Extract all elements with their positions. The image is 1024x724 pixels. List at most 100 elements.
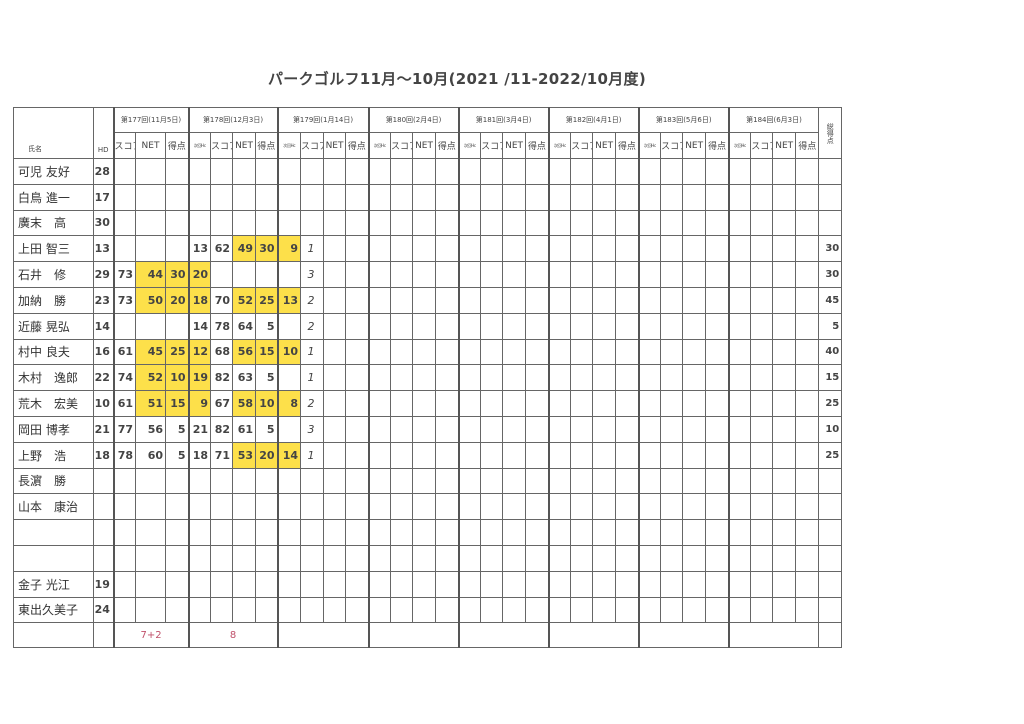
score-cell [367,493,392,521]
score-cell [232,596,257,624]
round-header: 第180回(2月4日) [367,107,460,133]
column-header: スコア [750,132,774,159]
score-cell [772,519,797,546]
score-cell [412,441,437,469]
score-cell [135,467,166,495]
score-cell: 30 [164,261,190,288]
score-cell [727,235,752,263]
score-cell: 78 [112,441,136,469]
score-cell [345,519,370,546]
score-cell [112,493,136,521]
score-cell [727,338,752,366]
score-cell [187,158,212,185]
score-cell [412,415,437,443]
total-points: 5 [818,312,843,340]
total-points [818,493,843,521]
score-cell [390,467,414,495]
score-cell: 21 [187,415,212,443]
column-header: NET [232,132,257,159]
score-table: 氏名 HD 第177回(11月5日) 第178回(12月3日) 第179回(1月14… [13,107,843,649]
score-cell [795,158,820,185]
score-cell: 14 [187,312,212,340]
score-cell [525,312,550,340]
score-cell [323,158,347,185]
score-cell [255,596,279,624]
score-cell: 5 [255,364,279,392]
score-cell [502,364,527,392]
score-cell [727,415,752,443]
score-cell [682,312,707,340]
score-cell [525,364,550,392]
score-cell [480,441,504,469]
score-cell [795,415,820,443]
score-cell: 12 [187,338,212,366]
score-cell [435,312,460,340]
score-cell [615,364,640,392]
score-cell [300,493,325,521]
score-cell [772,570,797,598]
score-cell: 61 [232,415,257,443]
score-cell [795,364,820,392]
column-header: 次回Hc [547,132,572,159]
score-cell [682,235,707,263]
score-cell [412,286,437,314]
player-name: 岡田 博孝 [13,415,94,443]
score-cell [660,183,684,211]
score-cell [660,467,684,495]
score-cell [164,467,190,495]
score-cell [705,570,730,598]
score-cell [367,570,392,598]
score-cell [164,570,190,598]
score-cell [660,338,684,366]
score-cell [323,235,347,263]
player-name: 金子 光江 [13,570,94,598]
score-cell [772,235,797,263]
footer-row: 7+2 8 [13,622,843,649]
score-cell [480,183,504,211]
score-cell [412,467,437,495]
score-cell [345,596,370,624]
handicap: 30 [93,209,114,237]
score-cell [615,570,640,598]
score-cell: 63 [232,364,257,392]
score-cell [323,570,347,598]
score-cell [276,158,302,185]
score-cell [323,415,347,443]
score-cell [232,467,257,495]
score-cell [772,441,797,469]
score-cell [255,158,279,185]
column-header: NET [135,132,166,159]
score-cell [637,390,662,417]
score-cell [705,338,730,366]
score-cell [660,493,684,521]
score-cell [390,390,414,417]
score-cell [345,261,370,288]
score-cell [210,544,234,572]
score-cell [164,312,190,340]
score-cell [592,158,617,185]
score-cell [345,286,370,314]
score-cell [457,158,482,185]
score-cell [795,570,820,598]
score-cell [390,441,414,469]
score-cell: 74 [112,364,136,392]
score-cell [435,596,460,624]
score-cell [187,519,212,546]
score-cell [164,596,190,624]
score-cell: 51 [135,390,166,417]
table-row: 近藤 晃弘 14 14 78 64 5 2 5 [13,312,843,340]
score-cell: 50 [135,286,166,314]
score-cell [772,596,797,624]
score-cell [772,364,797,392]
player-name [13,519,94,546]
column-header: NET [682,132,707,159]
total-points: 30 [818,235,843,263]
score-cell [232,261,257,288]
score-cell [615,519,640,546]
score-cell [772,493,797,521]
score-cell [435,286,460,314]
score-cell [164,209,190,237]
score-cell [164,544,190,572]
score-cell [367,338,392,366]
score-cell [435,209,460,237]
